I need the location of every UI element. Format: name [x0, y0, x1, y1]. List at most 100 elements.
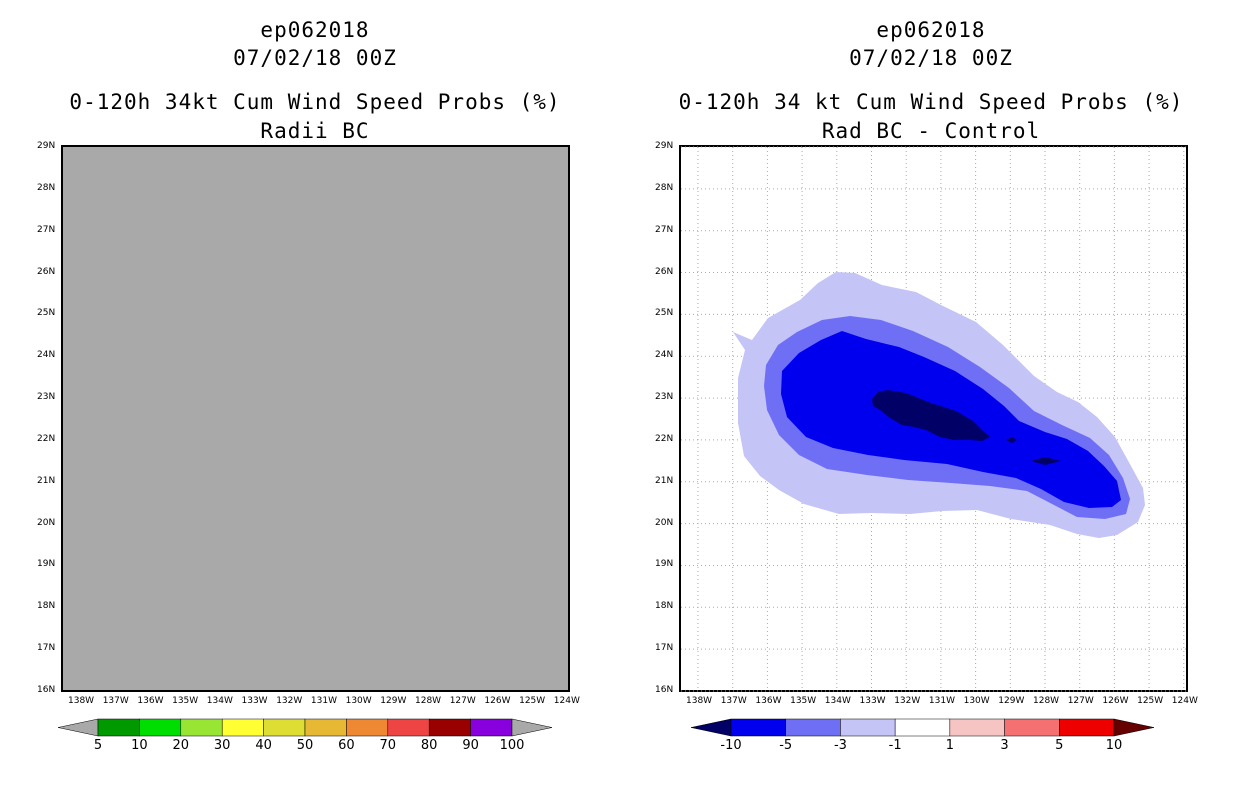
left-storm-id: ep062018 [260, 18, 370, 42]
lon-label: 128W [1033, 696, 1060, 706]
colorbar-label: 40 [255, 738, 272, 753]
colorbar-segment [949, 718, 1005, 737]
lon-label: 126W [484, 696, 511, 706]
right-colorbar [690, 718, 1155, 737]
lon-label: 134W [824, 696, 851, 706]
lon-label: 131W [310, 696, 337, 706]
lat-label: 22N [37, 433, 56, 444]
lat-label: 19N [37, 559, 56, 570]
lon-label: 129W [380, 696, 407, 706]
colorbar-label: 50 [296, 738, 314, 753]
lon-label: 137W [102, 696, 129, 706]
lat-label: 24N [655, 350, 674, 361]
lon-label: 127W [449, 696, 476, 706]
lon-label: 126W [1102, 696, 1129, 706]
lat-label: 27N [655, 224, 674, 235]
colorbar-label: 5 [93, 738, 103, 753]
colorbar-segment [387, 718, 430, 737]
colorbar-segment [304, 718, 347, 737]
colorbar-label: 20 [172, 738, 190, 753]
lon-label: 136W [137, 696, 164, 706]
lat-label: 18N [655, 601, 674, 612]
colorbar-label: 100 [499, 738, 525, 753]
contour-lt-minus10-c [1031, 457, 1061, 465]
left-map-area [61, 145, 570, 692]
right-subtitle: Rad BC - Control [821, 119, 1041, 143]
difference-contours [733, 272, 1145, 538]
lat-label: 19N [655, 559, 674, 570]
colorbar-label: 10 [1105, 738, 1123, 753]
lon-label: 127W [1067, 696, 1094, 706]
lat-label: 28N [37, 182, 56, 193]
lat-label: 16N [655, 685, 674, 695]
lat-label: 16N [37, 685, 56, 695]
colorbar-segment [1004, 718, 1060, 737]
lon-label: 125W [1137, 696, 1164, 706]
colorbar-label: 70 [379, 738, 397, 753]
lat-label: 22N [655, 433, 674, 444]
contour-lt-minus10-a [872, 390, 990, 441]
lon-label: 128W [415, 696, 442, 706]
colorbar-label: 90 [462, 738, 479, 753]
lat-label: 27N [37, 224, 56, 235]
left-subtitle: Radii BC [260, 119, 370, 143]
colorbar-segment [1059, 718, 1115, 737]
lat-label: 26N [655, 266, 674, 277]
colorbar-segment [180, 718, 223, 737]
lat-label: 18N [37, 601, 56, 612]
colorbar-label: -5 [779, 738, 793, 753]
colorbar-label: 60 [338, 738, 355, 753]
colorbar-right-arrow [511, 718, 553, 737]
lon-label: 135W [172, 696, 199, 706]
colorbar-label: 1 [945, 738, 954, 753]
colorbar-segment [840, 718, 896, 737]
colorbar-label: -1 [888, 738, 902, 753]
lon-label: 131W [928, 696, 955, 706]
lat-label: 24N [37, 350, 56, 361]
lon-label: 133W [241, 696, 268, 706]
lat-label: 26N [37, 266, 56, 277]
lon-label: 137W [720, 696, 747, 706]
colorbar-left-arrow [57, 718, 99, 737]
lat-label: 23N [655, 392, 674, 403]
lat-label: 29N [37, 141, 56, 151]
colorbar-label: 5 [1055, 738, 1064, 753]
lon-label: 129W [998, 696, 1025, 706]
left-title: 0-120h 34kt Cum Wind Speed Probs (%) [69, 90, 561, 114]
left-colorbar [57, 718, 553, 737]
right-title: 0-120h 34 kt Cum Wind Speed Probs (%) [678, 90, 1184, 114]
lon-label: 138W [68, 696, 95, 706]
lat-label: 29N [655, 141, 674, 151]
lat-label: 17N [37, 643, 56, 654]
lat-label: 25N [655, 308, 674, 319]
lat-label: 25N [37, 308, 56, 319]
lon-label: 125W [519, 696, 546, 706]
lat-label: 23N [37, 392, 56, 403]
colorbar-segment [470, 718, 513, 737]
right-datetime: 07/02/18 00Z [849, 46, 1013, 70]
lon-label: 133W [859, 696, 886, 706]
lon-label: 130W [963, 696, 990, 706]
lon-label: 136W [755, 696, 782, 706]
colorbar-label: -10 [720, 738, 742, 753]
colorbar-label: -3 [833, 738, 847, 753]
colorbar-label: 10 [131, 738, 148, 753]
lat-label: 21N [655, 475, 674, 486]
lon-label: 124W [553, 696, 580, 706]
colorbar-segment [263, 718, 306, 737]
lon-label: 132W [894, 696, 921, 706]
colorbar-right-arrow [1113, 718, 1155, 737]
colorbar-segment [346, 718, 389, 737]
lon-label: 132W [276, 696, 303, 706]
lon-label: 134W [206, 696, 233, 706]
lon-label: 135W [790, 696, 817, 706]
colorbar-segment [785, 718, 841, 737]
colorbar-left-arrow [690, 718, 732, 737]
lon-label: 124W [1171, 696, 1198, 706]
lat-label: 20N [655, 517, 674, 528]
lat-label: 20N [37, 517, 56, 528]
right-storm-id: ep062018 [876, 18, 986, 42]
contour-lt-minus10-b [1006, 437, 1017, 443]
